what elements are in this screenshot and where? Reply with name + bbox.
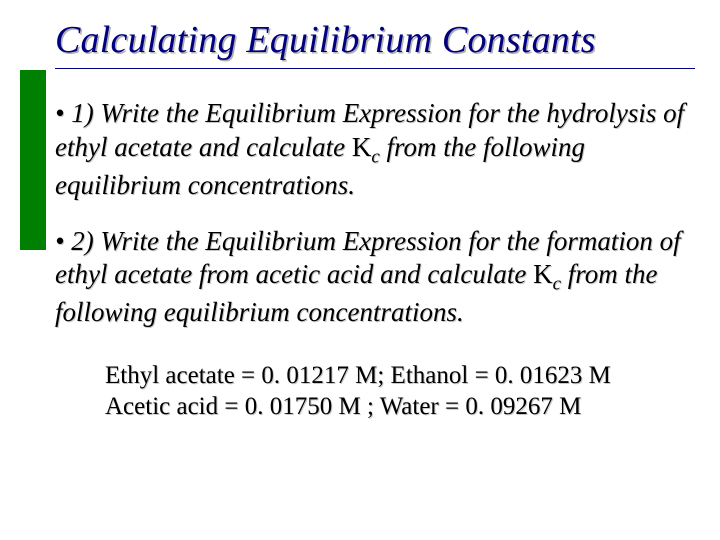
bullet-2-lead: • 2) <box>55 226 94 256</box>
data-line-2: Acetic acid = 0. 01750 M ; Water = 0. 09… <box>105 391 692 422</box>
concentration-data: Ethyl acetate = 0. 01217 M; Ethanol = 0.… <box>105 360 692 423</box>
bullet-1-lead: • 1) <box>55 98 94 128</box>
accent-bar <box>20 70 46 250</box>
bullet-1-k: K <box>352 132 372 162</box>
title-underline <box>55 68 695 69</box>
slide-title: Calculating Equilibrium Constants <box>55 18 692 62</box>
slide: Calculating Equilibrium Constants • 1) W… <box>0 0 720 540</box>
bullet-2-k-sub: c <box>553 274 561 295</box>
data-line-1: Ethyl acetate = 0. 01217 M; Ethanol = 0.… <box>105 360 692 391</box>
bullet-1: • 1) Write the Equilibrium Expression fo… <box>55 97 692 203</box>
bullet-2-k: K <box>533 259 553 289</box>
bullet-2: • 2) Write the Equilibrium Expression fo… <box>55 225 692 331</box>
bullet-1-k-sub: c <box>371 146 379 167</box>
